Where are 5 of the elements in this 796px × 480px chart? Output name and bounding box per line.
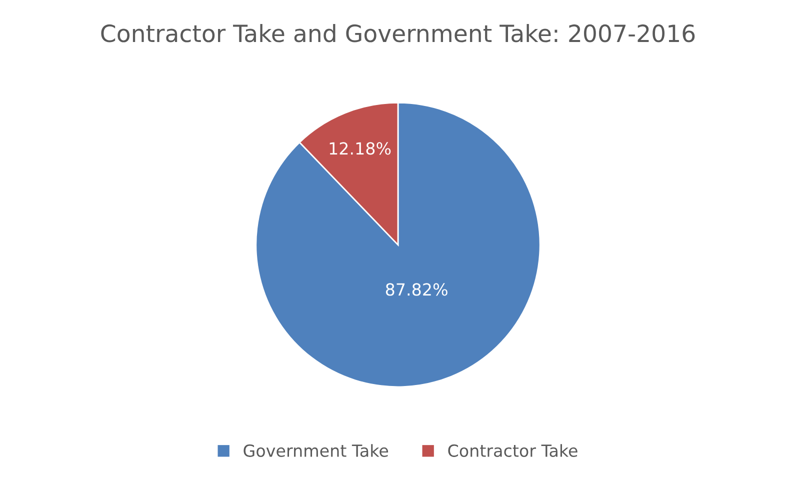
chart-title: Contractor Take and Government Take: 2007-2016	[101, 24, 695, 42]
legend-label: Contractor Take	[448, 444, 578, 457]
data-label: 87.82%	[386, 283, 448, 296]
legend-label: Government Take	[244, 444, 388, 457]
data-label: 12.18%	[330, 142, 391, 155]
